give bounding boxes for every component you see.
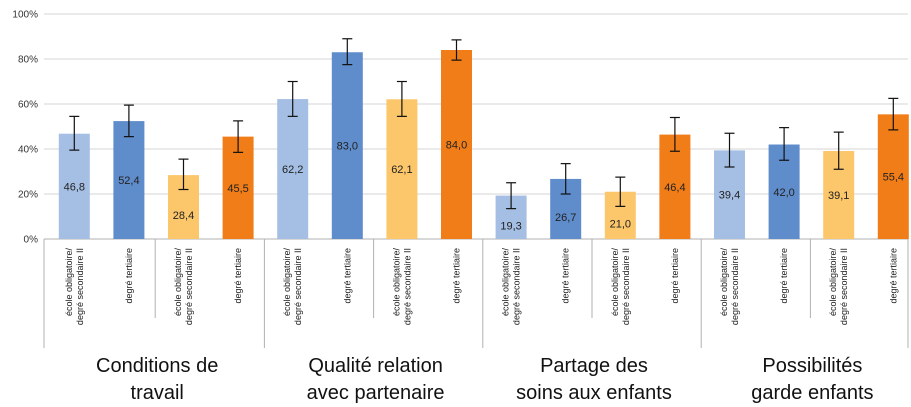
category-label-line: degré tertiaire [342,248,352,304]
category-label-line: école obligatoire/ [173,248,183,317]
category-label-line: degré tertiaire [124,248,134,304]
category-label: degré tertiaire [124,248,134,304]
data-label: 46,8 [64,181,85,193]
category-label: école obligatoire/degré secondaire II [282,248,303,326]
bar [222,136,254,239]
data-label: 46,4 [664,182,685,194]
category-label-line: degré secondaire II [512,248,522,325]
data-label: 21,0 [610,218,631,230]
category-label-line: école obligatoire/ [610,248,620,317]
data-label: 62,1 [391,164,412,176]
category-label-line: degré tertiaire [452,248,462,304]
data-label: 83,0 [337,141,358,153]
group-label: Partage des [540,355,648,377]
y-tick-label: 100% [12,10,38,21]
data-label: 39,4 [719,190,740,202]
category-label: école obligatoire/degré secondaire II [828,248,849,326]
category-label-line: école obligatoire/ [719,248,729,317]
data-label: 45,5 [227,183,248,195]
group-label: travail [131,382,184,404]
y-axis: 0% 20% 40% 60% 80% 100% [12,10,38,246]
category-label: degré tertiaire [452,248,462,304]
x-axis: école obligatoire/degré secondaire II deg… [43,239,909,404]
bar [386,99,418,240]
bar [58,133,90,239]
category-label: degré tertiaire [342,248,352,304]
category-label: degré tertiaire [561,248,571,304]
category-label-line: degré secondaire II [184,248,194,325]
data-label: 26,7 [555,212,576,224]
group-label: Qualité relation [308,355,443,377]
category-label-line: degré tertiaire [670,248,680,304]
category-label-line: degré secondaire II [621,248,631,325]
data-label: 55,4 [883,172,904,184]
category-label: école obligatoire/degré secondaire II [610,248,631,326]
category-label: école obligatoire/degré secondaire II [719,248,740,326]
category-label-line: école obligatoire/ [501,248,511,317]
category-label: degré tertiaire [779,248,789,304]
data-label: 28,4 [173,210,194,222]
category-label-line: degré secondaire II [75,248,85,325]
category-label: école obligatoire/degré secondaire II [391,248,412,326]
y-tick-label: 20% [18,190,38,201]
category-label-line: degré tertiaire [888,248,898,304]
bar [877,114,909,239]
data-label: 84,0 [446,140,467,152]
category-label-line: école obligatoire/ [282,248,292,317]
data-label: 52,4 [118,175,139,187]
data-label: 39,1 [828,190,849,202]
bar [441,50,472,239]
category-label-line: degré tertiaire [233,248,243,304]
data-label: 42,0 [773,187,794,199]
y-tick-label: 0% [24,235,39,246]
category-label: école obligatoire/degré secondaire II [64,248,85,326]
group-label: avec partenaire [307,382,445,404]
category-label-line: degré tertiaire [779,248,789,304]
data-label: 19,3 [500,220,521,232]
data-label: 62,2 [282,164,303,176]
category-label: degré tertiaire [888,248,898,304]
bar [277,99,309,239]
category-label-line: degré secondaire II [839,248,849,325]
bar [659,134,691,239]
category-label-line: degré secondaire II [402,248,412,325]
category-label: école obligatoire/degré secondaire II [501,248,522,326]
category-label-line: degré tertiaire [561,248,571,304]
category-label-line: degré secondaire II [293,248,303,325]
group-label: garde enfants [751,382,873,404]
y-tick-label: 80% [18,55,38,66]
y-tick-label: 40% [18,145,38,156]
y-tick-label: 60% [18,100,38,111]
category-label: école obligatoire/degré secondaire II [173,248,194,326]
group-label: soins aux enfants [516,382,672,404]
bar [113,121,145,239]
bars: 46,8 52,4 28,4 45,5 62,2 83,0 62,1 84,0 19,3 26,7… [58,38,909,240]
category-label-line: degré secondaire II [730,248,740,325]
category-label-line: école obligatoire/ [391,248,401,317]
group-label: Possibilités [762,355,862,377]
category-label-line: école obligatoire/ [828,248,838,317]
bar [331,52,363,239]
category-label: degré tertiaire [670,248,680,304]
group-label: Conditions de [96,355,218,377]
category-label-line: école obligatoire/ [64,248,74,317]
category-label: degré tertiaire [233,248,243,304]
